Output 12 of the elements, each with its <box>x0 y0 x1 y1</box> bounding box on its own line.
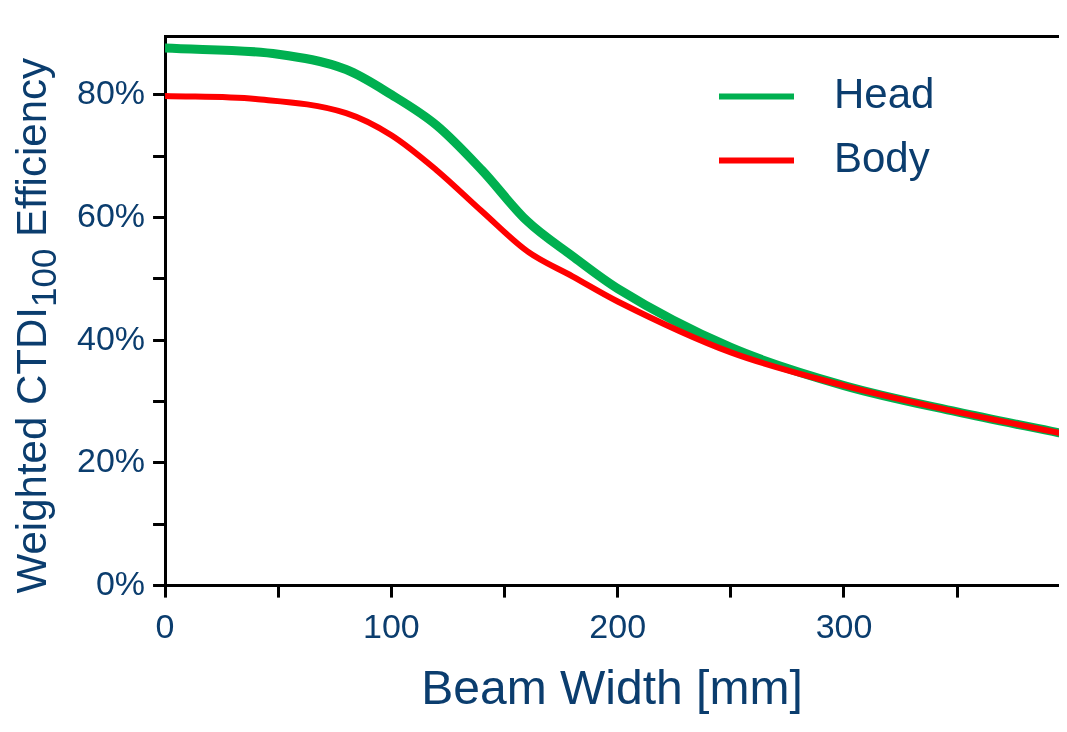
legend-label: Body <box>834 133 930 181</box>
y-tick-label: 0% <box>95 563 146 602</box>
y-tick-label: 20% <box>76 441 146 480</box>
x-tick-label: 100 <box>363 606 420 645</box>
legend-label: Head <box>834 69 935 117</box>
x-axis-title: Beam Width [mm] <box>421 661 803 715</box>
y-tick-label: 60% <box>76 195 146 234</box>
y-tick-label: 40% <box>76 318 146 357</box>
x-tick-label: 0 <box>155 606 175 645</box>
y-tick-label: 80% <box>76 73 146 112</box>
x-tick-label: 300 <box>815 606 873 645</box>
x-tick-label: 200 <box>589 606 647 645</box>
